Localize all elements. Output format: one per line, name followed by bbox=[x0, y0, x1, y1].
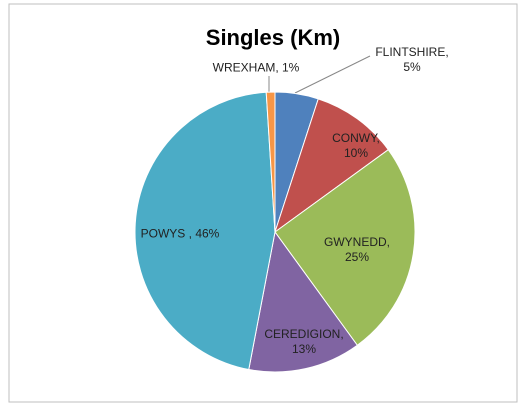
data-label: POWYS , 46% bbox=[140, 226, 220, 241]
data-label: CEREDIGION, 13% bbox=[264, 327, 344, 356]
data-label: FLINTSHIRE, 5% bbox=[375, 45, 449, 74]
pie-slice bbox=[134, 91, 276, 371]
pie-slice bbox=[274, 98, 389, 234]
pie-slice bbox=[248, 230, 358, 373]
pie-slice bbox=[265, 91, 276, 233]
data-label: GWYNEDD, 25% bbox=[324, 235, 390, 264]
data-label: WREXHAM, 1% bbox=[212, 60, 300, 75]
leader-line bbox=[294, 55, 371, 94]
pie-slice bbox=[274, 149, 416, 346]
chart-title: Singles (Km) bbox=[205, 25, 341, 50]
data-label: CONWY, 10% bbox=[332, 131, 380, 160]
